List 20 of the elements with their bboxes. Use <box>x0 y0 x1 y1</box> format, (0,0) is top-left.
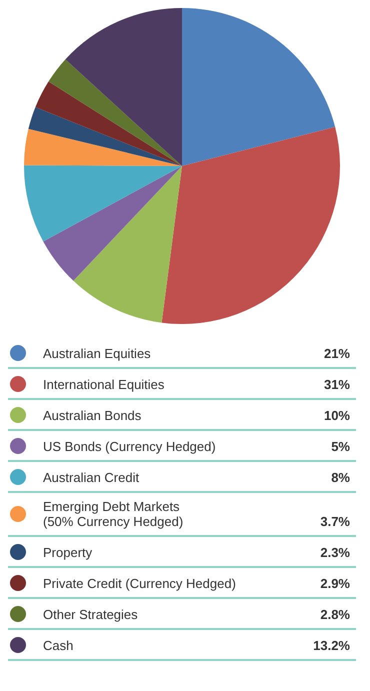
legend-label: Cash <box>43 638 74 653</box>
data-label: 10% <box>324 408 350 423</box>
data-label: 5% <box>331 439 350 454</box>
legend-label: Australian Equities <box>43 346 152 361</box>
data-label: 21% <box>324 346 350 361</box>
data-label: 8% <box>331 470 350 485</box>
data-label: 13.2% <box>313 638 350 653</box>
legend-label: Other Strategies <box>43 607 139 622</box>
legend-label: Australian Bonds <box>43 408 142 423</box>
data-label: 2.3% <box>320 545 350 560</box>
data-label: 2.9% <box>320 576 350 591</box>
legend-label: International Equities <box>43 377 166 392</box>
data-label: 2.8% <box>320 607 350 622</box>
legend-label: Australian Credit <box>43 470 140 485</box>
data-label: 3.7% <box>320 514 350 529</box>
legend-label: Private Credit (Currency Hedged) <box>43 576 237 591</box>
data-label: 31% <box>324 377 350 392</box>
legend-label: US Bonds (Currency Hedged) <box>43 439 217 454</box>
legend-label: Emerging Debt Markets (50% Currency Hedged) <box>43 499 184 529</box>
legend-label: Property <box>43 545 94 560</box>
